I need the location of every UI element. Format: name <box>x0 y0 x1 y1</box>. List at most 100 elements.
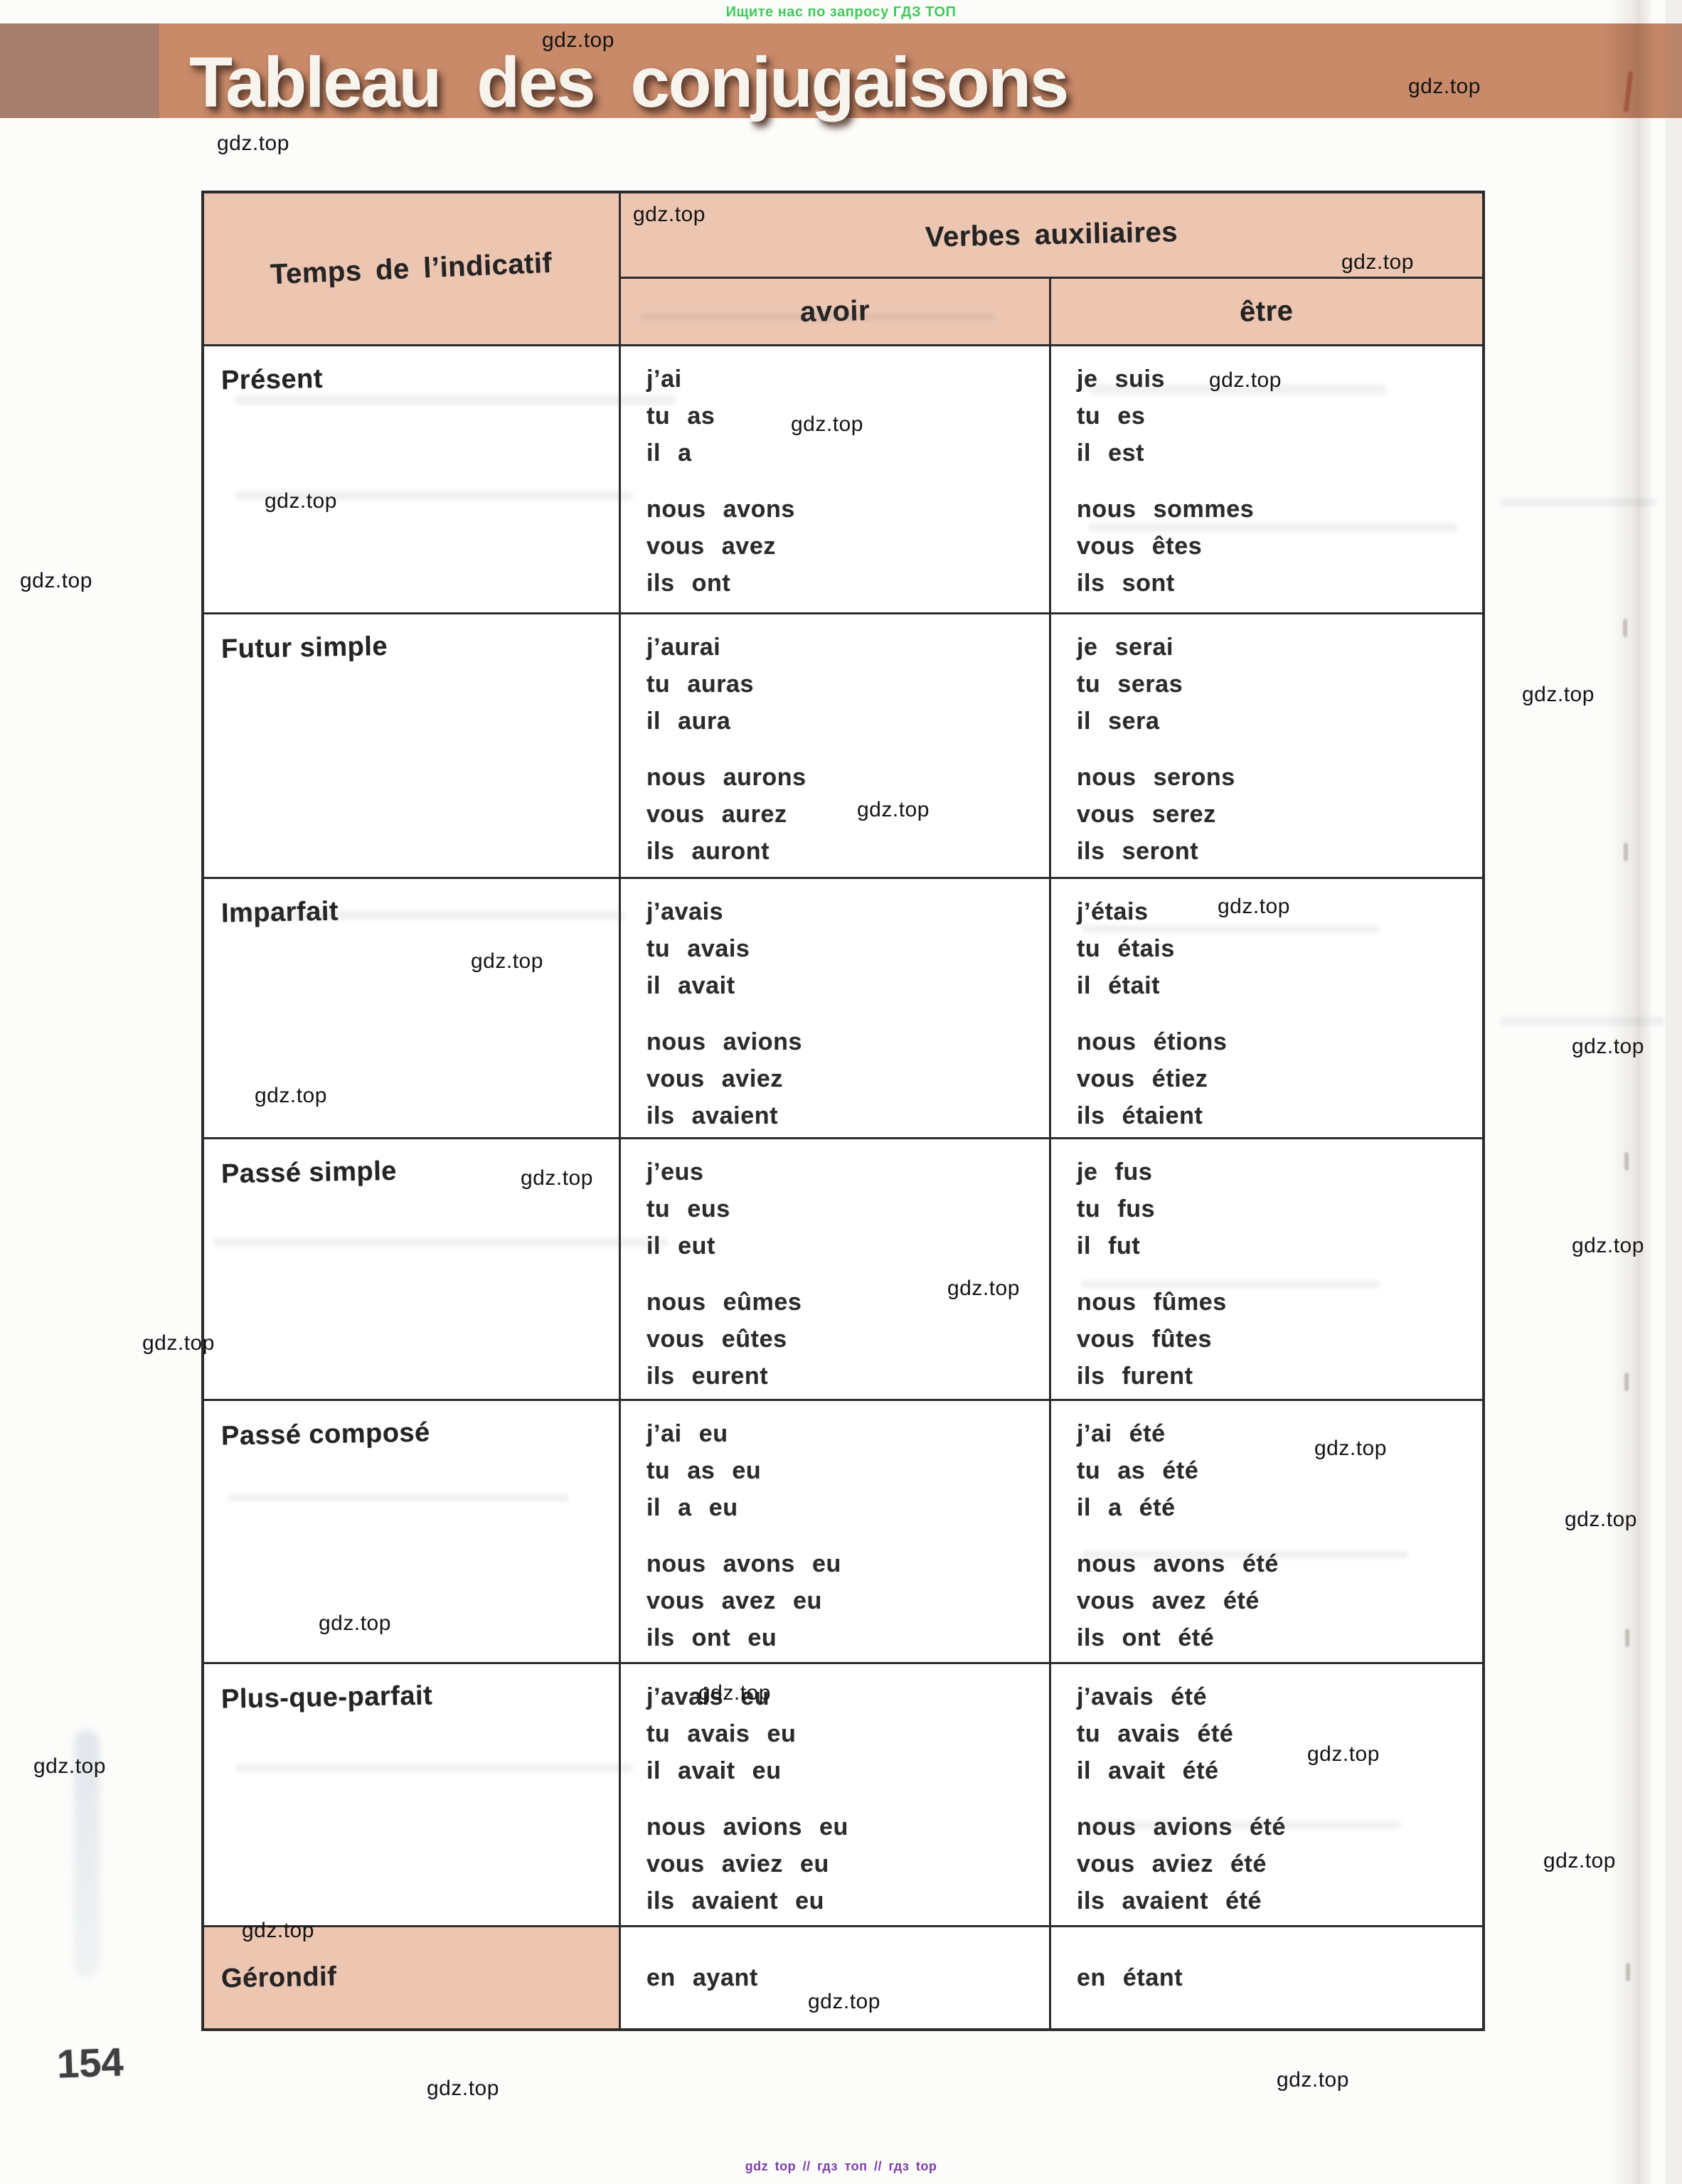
conjugation-line: ils avaient été <box>1077 1887 1262 1914</box>
tense-label: Passé simple <box>220 1156 398 1190</box>
bleed-through-smudge <box>235 491 633 501</box>
bleed-through-smudge <box>1088 523 1458 533</box>
conjugation-line: nous avions eu <box>646 1813 848 1841</box>
conjugation-line: j’étais <box>1077 898 1149 925</box>
tense-cell: Passé simple <box>204 1139 621 1401</box>
tense-label: Présent <box>220 363 324 396</box>
gdz-watermark: gdz.top <box>1314 1437 1387 1460</box>
header-etre-label: être <box>1239 294 1294 328</box>
conjugation-line: ils eurent <box>646 1363 769 1390</box>
conjugation-line: vous fûtes <box>1077 1326 1213 1353</box>
avoir-cell: en ayant <box>621 1927 1051 2028</box>
conjugation-line: ils ont été <box>1077 1624 1215 1651</box>
gdz-watermark: gdz.top <box>1307 1742 1380 1766</box>
conjugation-line: j’avais eu <box>646 1683 770 1710</box>
conjugation-line: j’avais été <box>1077 1683 1208 1710</box>
conjugation-line: j’aurai <box>646 634 721 661</box>
conjugation-line: vous aviez <box>646 1065 783 1092</box>
bleed-through-smudge <box>1501 1017 1664 1026</box>
conjugation-line: j’ai <box>646 366 682 393</box>
gdz-watermark: gdz.top <box>1522 683 1595 706</box>
footer-watermark: gdz top // гдз топ // гдз top <box>745 2159 937 2173</box>
page-fold-crease <box>1609 0 1666 2184</box>
gdz-watermark: gdz.top <box>1565 1508 1637 1531</box>
conjugation-line: nous fûmes <box>1077 1289 1227 1316</box>
fold-nick <box>1625 1629 1629 1647</box>
conjugation-table: Temps de l’indicatif Verbes auxiliaires av… <box>201 191 1485 2031</box>
avoir-cell: j’eus tu eus il eut nous eûmes vous eûtes ils… <box>621 1139 1051 1401</box>
gdz-watermark: gdz.top <box>471 949 543 973</box>
fold-nick <box>1624 843 1628 861</box>
gdz-watermark: gdz.top <box>791 412 863 436</box>
header-avoir-label: avoir <box>799 294 871 328</box>
conjugation-line: ils ont <box>646 570 731 597</box>
conjugation-line: tu seras <box>1077 671 1183 698</box>
fold-nick <box>1624 1373 1629 1391</box>
conjugation-line: vous avez eu <box>646 1587 822 1614</box>
avoir-cell: j’aurai tu auras il aura nous aurons vous au… <box>621 614 1051 879</box>
conjugation-line: nous serons <box>1077 764 1235 791</box>
gdz-watermark: gdz.top <box>265 489 337 513</box>
bleed-through-smudge <box>1081 1550 1408 1559</box>
etre-cell: j’avais été tu avais été il avait été nous … <box>1051 1664 1482 1927</box>
conjugation-line: nous avons eu <box>646 1550 841 1577</box>
gdz-watermark: gdz.top <box>217 132 289 155</box>
bleed-through-smudge <box>1501 498 1657 506</box>
conjugation-line: il avait été <box>1077 1757 1219 1784</box>
conjugation-line: ils seront <box>1077 838 1199 865</box>
etre-cell: je suis tu es il est nous sommes vous êtes il… <box>1051 346 1482 614</box>
header-etre-cell: être <box>1051 279 1482 346</box>
conjugation-line: en ayant <box>646 1964 758 1991</box>
conjugation-line: tu as <box>646 403 715 430</box>
conjugation-line: nous avions <box>646 1028 802 1055</box>
gdz-watermark: gdz.top <box>242 1919 314 1942</box>
gdz-watermark: gdz.top <box>1218 895 1290 918</box>
page-number: 154 <box>55 2039 124 2087</box>
conjugation-line: ils étaient <box>1077 1102 1203 1129</box>
title-banner <box>0 23 1682 118</box>
conjugation-line: il est <box>1077 440 1145 467</box>
gdz-watermark: gdz.top <box>1209 368 1282 392</box>
conjugation-line: il fut <box>1077 1232 1141 1259</box>
conjugation-line: il eut <box>646 1232 715 1259</box>
conjugation-line: il a <box>646 440 692 467</box>
header-avoir-cell: avoir <box>621 279 1051 346</box>
gdz-watermark: gdz.top <box>1572 1035 1644 1058</box>
conjugation-line: ils ont eu <box>646 1624 777 1651</box>
conjugation-line: tu fus <box>1077 1195 1156 1222</box>
conjugation-line: il sera <box>1077 708 1160 735</box>
gdz-watermark: gdz.top <box>947 1277 1020 1300</box>
gdz-watermark: gdz.top <box>33 1754 106 1778</box>
conjugation-line: vous eûtes <box>646 1326 787 1353</box>
tense-cell: Futur simple <box>204 614 621 879</box>
gdz-watermark: gdz.top <box>1341 250 1414 274</box>
bleed-through-smudge <box>235 1764 633 1772</box>
tense-cell: Passé composé <box>204 1401 621 1664</box>
conjugation-line: tu eus <box>646 1195 730 1222</box>
bleed-through-smudge <box>228 910 626 920</box>
conjugation-line: il avait eu <box>646 1757 782 1784</box>
conjugation-line: tu auras <box>646 671 755 698</box>
gdz-watermark: gdz.top <box>698 1681 771 1705</box>
avoir-cell: j’ai tu as il a nous avons vous avez ils ont <box>621 346 1051 614</box>
tense-cell: Présent <box>204 346 621 614</box>
conjugation-line: tu avais <box>646 935 750 962</box>
conjugation-line: nous aurons <box>646 764 807 791</box>
header-verbes-label: Verbes auxiliaires <box>925 216 1178 253</box>
gdz-watermark: gdz.top <box>1543 1849 1616 1873</box>
gdz-watermark: gdz.top <box>857 798 930 821</box>
conjugation-line: tu as eu <box>646 1457 762 1484</box>
etre-cell: je serai tu seras il sera nous serons vous s… <box>1051 614 1482 879</box>
etre-cell: j’ai été tu as été il a été nous avons été v… <box>1051 1401 1482 1664</box>
conjugation-line: j’ai été <box>1077 1420 1166 1447</box>
page-title: Tableau des conjugaisons <box>189 43 1069 122</box>
conjugation-line: il avait <box>646 972 735 999</box>
etre-cell: en étant <box>1051 1927 1482 2028</box>
gdz-watermark: gdz.top <box>319 1612 391 1635</box>
bleed-through-smudge <box>1088 384 1387 395</box>
conjugation-line: tu étais <box>1077 935 1175 962</box>
conjugation-line: ils avaient eu <box>646 1887 824 1914</box>
conjugation-line: il a été <box>1077 1494 1176 1521</box>
conjugation-line: en étant <box>1077 1964 1183 1991</box>
conjugation-line: il a eu <box>646 1494 738 1521</box>
